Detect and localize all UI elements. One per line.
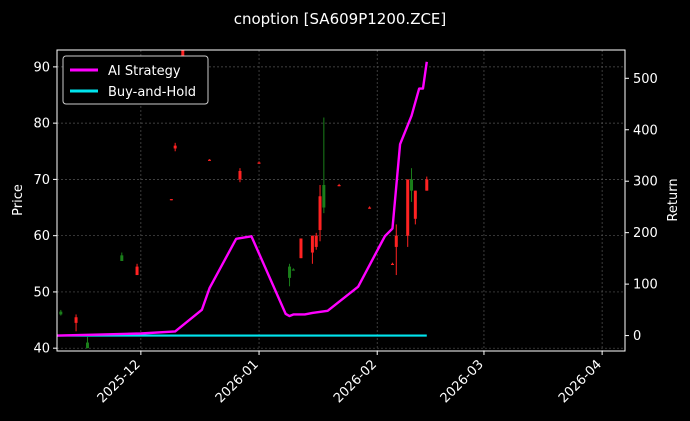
candle-body xyxy=(406,179,410,236)
candle-body xyxy=(74,317,78,323)
chart-title: cnoption [SA609P1200.ZCE] xyxy=(234,10,447,28)
candle-body xyxy=(257,162,261,164)
y-right-tick-label: 500 xyxy=(633,72,658,87)
plot-frame xyxy=(56,49,626,352)
candle-body xyxy=(318,196,322,231)
candle-body xyxy=(85,342,89,349)
candle-body xyxy=(207,159,211,161)
legend: AI Strategy Buy-and-Hold xyxy=(62,55,209,105)
y-axis-left: 40 50 60 70 80 90 xyxy=(33,60,57,357)
candle-body xyxy=(238,170,242,180)
candle-body xyxy=(291,269,295,271)
candle-body xyxy=(322,185,326,208)
y-left-tick-label: 80 xyxy=(33,117,50,132)
candle-body xyxy=(59,311,63,315)
y-left-tick-label: 50 xyxy=(33,285,50,300)
candle-body xyxy=(314,235,318,247)
y-right-tick-label: 0 xyxy=(633,329,641,344)
candle-body xyxy=(299,238,303,259)
candle-body xyxy=(394,235,398,247)
candle-body xyxy=(410,179,414,191)
series-line-ai-strategy xyxy=(56,61,428,337)
legend-box xyxy=(62,55,209,105)
y-axis-right: 0 100 200 300 400 500 xyxy=(625,72,658,344)
candle-body xyxy=(413,190,417,219)
candle-body xyxy=(173,145,177,149)
candle-body xyxy=(181,50,185,56)
y-left-tick-label: 40 xyxy=(33,342,50,357)
y-right-tick-label: 100 xyxy=(633,278,658,293)
legend-label-ai-strategy: AI Strategy xyxy=(108,64,181,79)
candle-body xyxy=(169,199,173,201)
candle-body xyxy=(310,235,314,253)
y-axis-left-label: Price xyxy=(11,184,26,216)
y-left-tick-label: 70 xyxy=(33,173,50,188)
candle-body xyxy=(288,266,292,278)
candle-body xyxy=(337,185,341,187)
y-left-tick-label: 60 xyxy=(33,229,50,244)
legend-label-buy-and-hold: Buy-and-Hold xyxy=(108,85,196,100)
candle-body xyxy=(135,266,139,276)
candle-body xyxy=(425,179,429,191)
y-right-tick-label: 200 xyxy=(633,226,658,241)
y-right-tick-label: 400 xyxy=(633,123,658,138)
series-lines xyxy=(56,61,428,337)
candle-body xyxy=(368,207,372,209)
candle-body xyxy=(390,263,394,265)
y-left-tick-label: 90 xyxy=(33,60,50,75)
candle-body xyxy=(120,255,124,261)
y-right-tick-label: 300 xyxy=(633,175,658,190)
y-axis-right-label: Return xyxy=(666,178,681,221)
grid xyxy=(57,50,625,351)
price-candles xyxy=(59,50,429,349)
